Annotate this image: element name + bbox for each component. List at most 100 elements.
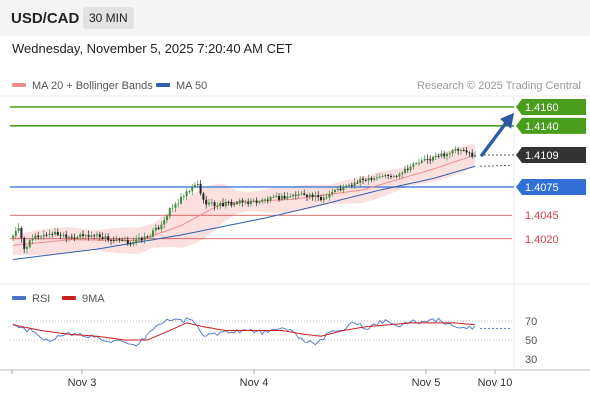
candle-body bbox=[367, 178, 370, 181]
candle-body bbox=[387, 174, 390, 177]
candle-body bbox=[292, 194, 294, 197]
legend-ma-bb-label: MA 20 + Bollinger Bands bbox=[32, 80, 153, 92]
candle-body bbox=[311, 194, 314, 197]
candle-body bbox=[208, 202, 210, 205]
chart-header: USD/CAD 30 MIN bbox=[0, 0, 590, 36]
candle bbox=[166, 214, 168, 224]
candle bbox=[168, 207, 171, 219]
candle bbox=[334, 189, 336, 194]
candle bbox=[129, 241, 132, 247]
candle-body bbox=[334, 189, 336, 192]
candle bbox=[107, 233, 110, 243]
candle-body bbox=[446, 153, 448, 157]
candle-body bbox=[465, 150, 468, 153]
candle-body bbox=[418, 162, 420, 164]
candle bbox=[392, 174, 395, 179]
candle bbox=[300, 190, 303, 196]
candle bbox=[294, 191, 297, 200]
candle-body bbox=[140, 237, 143, 241]
candle-body bbox=[121, 239, 124, 241]
candle-body bbox=[227, 201, 230, 203]
candle-body bbox=[460, 149, 462, 151]
candle-body bbox=[177, 203, 180, 205]
symbol-title: USD/CAD bbox=[11, 10, 80, 27]
candle-body bbox=[328, 193, 331, 198]
candle bbox=[87, 230, 90, 241]
forecast-arrow-shaft bbox=[480, 121, 508, 157]
candle-body bbox=[266, 199, 269, 201]
candle-body bbox=[451, 150, 454, 154]
level-label-1.4109: 1.4109 bbox=[525, 150, 559, 162]
candle bbox=[336, 186, 339, 192]
candle-body bbox=[42, 234, 45, 237]
candle bbox=[420, 157, 423, 164]
candle bbox=[110, 238, 112, 245]
candle bbox=[79, 232, 82, 240]
level-tag-bg bbox=[516, 179, 586, 195]
candle bbox=[353, 178, 356, 190]
candle bbox=[409, 164, 412, 173]
candle-body bbox=[174, 204, 177, 208]
candle bbox=[471, 149, 474, 159]
candle bbox=[448, 151, 451, 159]
candle bbox=[118, 237, 121, 243]
candle bbox=[325, 193, 328, 201]
candle-body bbox=[196, 183, 199, 186]
candle-body bbox=[415, 163, 418, 165]
candle-body bbox=[395, 175, 398, 177]
candle-body bbox=[261, 199, 264, 202]
candle-body bbox=[398, 173, 401, 177]
candle bbox=[73, 233, 76, 241]
candle-body bbox=[96, 234, 98, 236]
candle bbox=[76, 235, 79, 240]
rsi-legend-label-rsi: RSI bbox=[32, 293, 50, 305]
legend-ma-bb: MA 20 + Bollinger Bands bbox=[12, 80, 153, 92]
candle-body bbox=[409, 166, 412, 170]
ma50-projection bbox=[479, 164, 513, 167]
candle-body bbox=[468, 152, 471, 154]
chart-datetime: Wednesday, November 5, 2025 7:20:40 AM C… bbox=[12, 41, 293, 56]
candle bbox=[387, 173, 390, 180]
candle-body bbox=[98, 234, 101, 238]
candle bbox=[289, 193, 292, 199]
candle bbox=[250, 197, 252, 207]
candle-body bbox=[255, 200, 258, 203]
candle-body bbox=[20, 227, 23, 239]
level-tag-bg bbox=[516, 117, 586, 134]
candle bbox=[364, 177, 367, 182]
candle bbox=[362, 176, 364, 184]
candle bbox=[59, 232, 62, 240]
candle bbox=[412, 162, 415, 170]
level-tag-1.4140: 1.4140 bbox=[516, 117, 586, 134]
candle bbox=[418, 158, 420, 166]
candle-body bbox=[62, 234, 65, 236]
candle bbox=[216, 202, 219, 210]
candle bbox=[96, 231, 98, 240]
level-label-1.4140: 1.4140 bbox=[525, 121, 559, 133]
candle-body bbox=[45, 234, 48, 236]
candle-body bbox=[392, 175, 395, 177]
candle bbox=[275, 192, 278, 198]
candle-body bbox=[185, 191, 188, 197]
candle-body bbox=[264, 199, 266, 201]
rsi-legend-swatch-rsi bbox=[12, 296, 26, 300]
candle bbox=[115, 235, 118, 242]
timeframe-button[interactable]: 30 MIN bbox=[83, 7, 134, 29]
candle bbox=[65, 230, 68, 243]
candle bbox=[157, 225, 160, 231]
candle bbox=[121, 237, 124, 242]
candle-body bbox=[40, 236, 42, 238]
candle-body bbox=[280, 195, 283, 200]
candle-body bbox=[199, 183, 202, 194]
candle bbox=[280, 193, 283, 202]
candle-body bbox=[168, 208, 171, 217]
candle-body bbox=[17, 227, 20, 231]
candle-body bbox=[68, 236, 70, 238]
candle-body bbox=[250, 200, 252, 204]
candle-body bbox=[244, 201, 247, 203]
candle-body bbox=[154, 227, 157, 231]
candle-body bbox=[376, 177, 378, 179]
candle bbox=[185, 188, 188, 201]
candle-body bbox=[322, 197, 325, 201]
candle-body bbox=[51, 234, 54, 235]
